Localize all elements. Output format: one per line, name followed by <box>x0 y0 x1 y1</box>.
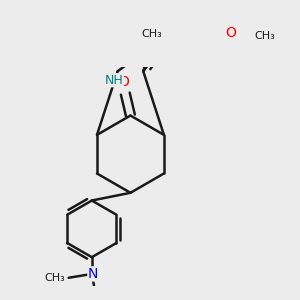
Text: O: O <box>226 26 236 40</box>
Text: CH₃: CH₃ <box>142 29 163 39</box>
Text: O: O <box>118 75 129 89</box>
Text: CH₃: CH₃ <box>254 31 275 41</box>
Text: NH: NH <box>104 74 123 87</box>
Text: N: N <box>88 267 98 281</box>
Text: CH₃: CH₃ <box>44 273 65 283</box>
